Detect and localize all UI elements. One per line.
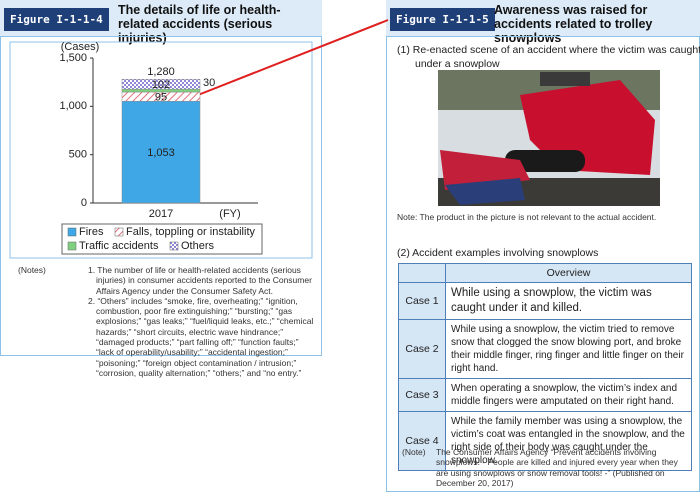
note-2: 2. “Others” includes “smoke, fire, overh…: [88, 295, 314, 378]
case-text: While using a snowplow, the victim was c…: [445, 282, 692, 320]
case-text: While the family member was using a snow…: [445, 411, 692, 471]
notes: (Notes) 1. The number of life or health-…: [18, 265, 318, 378]
legend-swatch: [114, 227, 124, 237]
table-header-row: Overview: [398, 263, 692, 283]
left-panel: [0, 36, 322, 356]
chart-frame: [9, 41, 313, 259]
table-row: Case 1 While using a snowplow, the victim…: [398, 282, 692, 320]
y-axis-label: (Cases): [61, 41, 100, 53]
photo-note: Note: The product in the picture is not …: [397, 212, 657, 222]
legend-swatch: [67, 227, 77, 237]
source-note: The Consumer Affairs Agency “Prevent acc…: [436, 447, 678, 488]
photo-person-legs: [445, 178, 525, 205]
value-label: 1,053: [147, 147, 175, 159]
case-label: Case 2: [398, 319, 446, 379]
case-label: Case 4: [398, 411, 446, 471]
legend-label: Fires: [79, 226, 104, 238]
notes-label: (Notes): [18, 265, 46, 275]
y-tick-label: 0: [81, 197, 87, 209]
case-label: Case 3: [398, 378, 446, 412]
note-1: 1. The number of life or health-related …: [88, 265, 312, 296]
value-label: 95: [155, 92, 167, 104]
legend-label: Traffic accidents: [79, 240, 159, 252]
table-header: Overview: [445, 263, 692, 283]
case-table: Overview Case 1 While using a snowplow, t…: [398, 263, 692, 471]
value-label: 30: [203, 77, 215, 89]
legend-swatch: [67, 241, 77, 251]
section-heading: (1) Re-enacted scene of an accident wher…: [397, 44, 700, 70]
connector-line: [197, 19, 389, 96]
note-label: (Note): [402, 447, 426, 457]
photo-handle: [540, 72, 590, 86]
y-tick-label: 1,000: [59, 100, 87, 112]
legend-label: Falls, toppling or instability: [126, 226, 256, 238]
case-text: When operating a snowplow, the victim’s …: [445, 378, 692, 412]
table-row: Case 4 While the family member was using …: [398, 411, 692, 471]
case-label: Case 1: [398, 282, 446, 320]
table-row: Case 3 When operating a snowplow, the vic…: [398, 378, 692, 412]
case-text: While using a snowplow, the victim tried…: [445, 319, 692, 379]
photo: [438, 70, 660, 206]
figure-label: Figure I-1-1-5: [390, 8, 495, 31]
table-row: Case 2 While using a snowplow, the victim…: [398, 319, 692, 379]
legend-box: [61, 223, 263, 255]
section-heading: (2) Accident examples involving snowplow…: [397, 247, 599, 259]
x-axis-label: (FY): [219, 208, 240, 220]
legend-label: Others: [181, 240, 215, 252]
bar-segment: [121, 79, 201, 90]
y-tick-label: 500: [69, 149, 87, 161]
bar-segment: [121, 100, 201, 204]
x-tick-label: 2017: [149, 208, 173, 220]
value-label: 102: [152, 79, 170, 91]
table-header-blank: [398, 263, 446, 283]
legend-swatch: [169, 241, 179, 251]
photo-track: [505, 150, 585, 172]
figure-title: Awareness was raised for accidents relat…: [494, 3, 653, 45]
total-label: 1,280: [147, 66, 175, 78]
y-tick-label: 1,500: [59, 52, 87, 64]
figure-label: Figure I-1-1-4: [4, 8, 109, 31]
